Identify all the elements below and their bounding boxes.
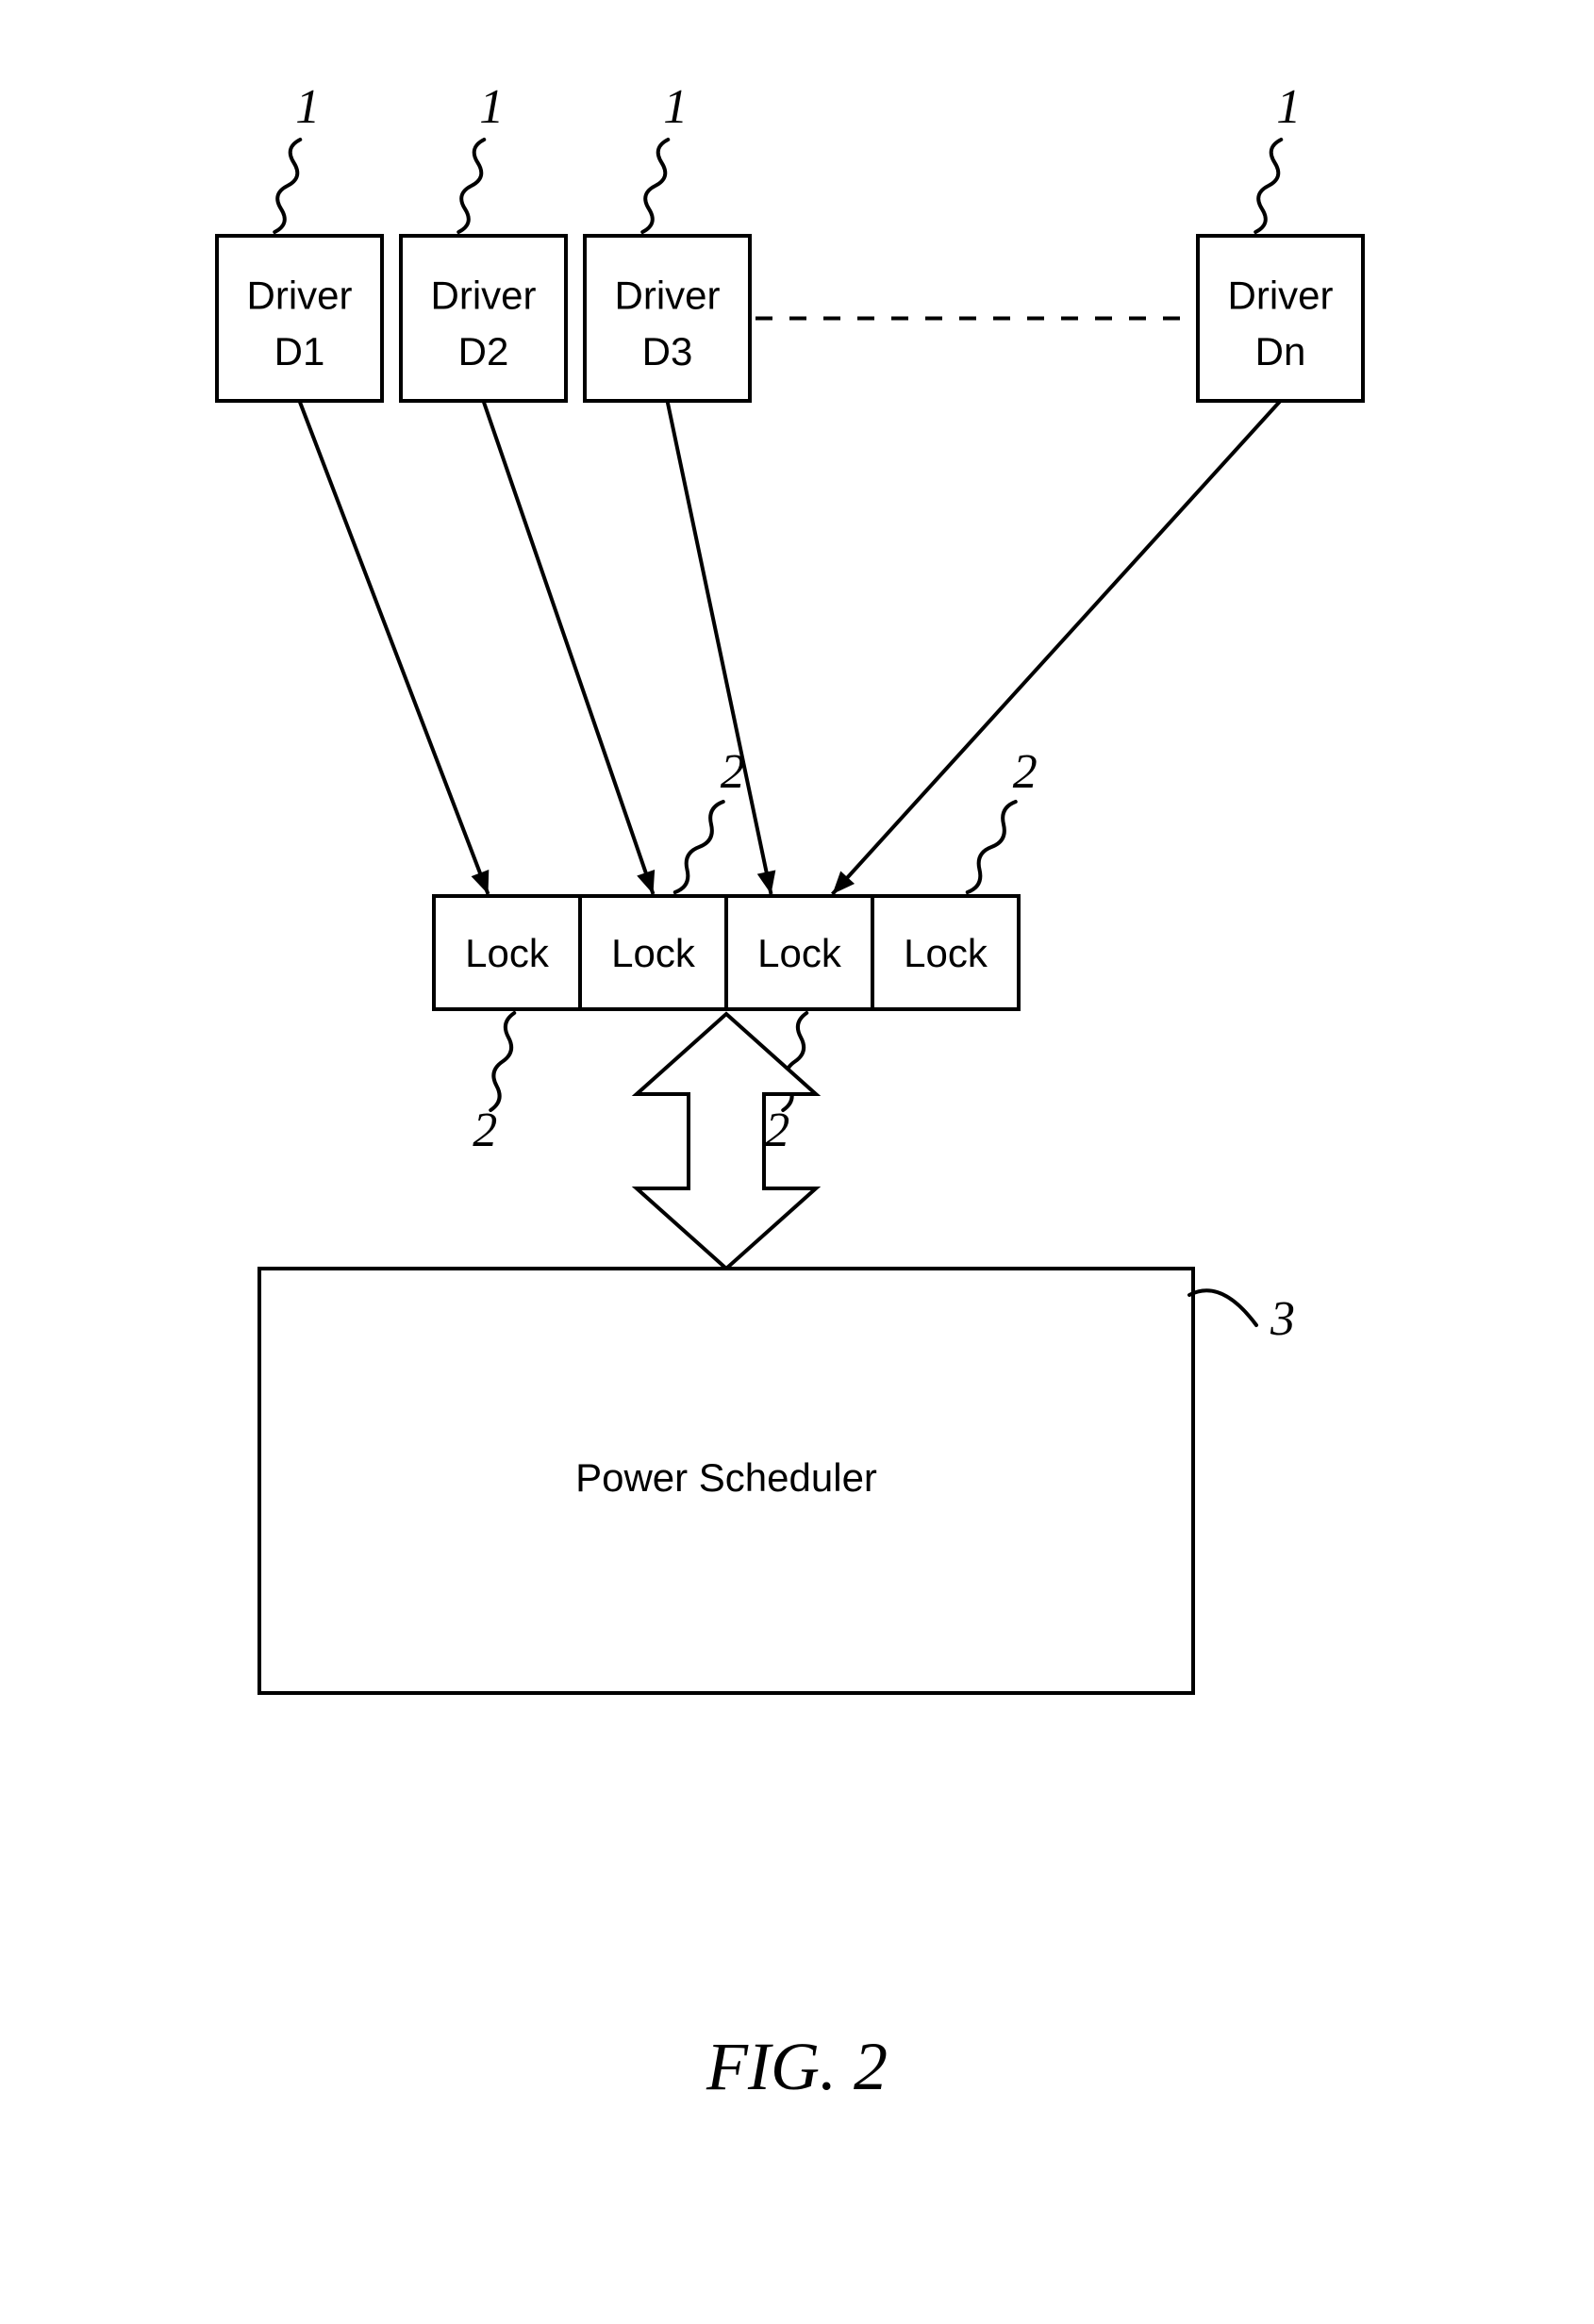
callout-numeral: 1	[1276, 80, 1301, 134]
arrow-d2-to-lock	[484, 401, 654, 894]
callout-lead	[642, 140, 668, 232]
lock-label: Lock	[757, 931, 842, 975]
power-scheduler-label: Power Scheduler	[575, 1455, 877, 1500]
driver-box-dn	[1198, 236, 1363, 401]
driver-box-d1	[217, 236, 382, 401]
diagram-canvas: Driver D1 1 Driver D2 1 Driver D3 1 Driver Dn 1 Lock…	[0, 0, 1594, 2324]
arrow-dn-to-lock	[833, 401, 1281, 894]
arrow-d3-to-lock	[668, 401, 772, 894]
lock-label: Lock	[904, 931, 988, 975]
callout-numeral: 1	[663, 80, 688, 134]
driver-label-line2: D1	[274, 329, 325, 374]
arrow-d1-to-lock	[300, 401, 489, 894]
driver-label-line1: Driver	[431, 274, 537, 318]
driver-box-d3	[585, 236, 750, 401]
callout-numeral: 1	[479, 80, 504, 134]
callout-lead	[274, 140, 300, 232]
lock-label: Lock	[611, 931, 696, 975]
driver-label-line1: Driver	[1228, 274, 1334, 318]
callout-lead	[968, 802, 1016, 892]
driver-label-line2: D3	[642, 329, 693, 374]
figure-label: FIG. 2	[706, 2029, 888, 2104]
callout-numeral: 2	[765, 1104, 789, 1157]
driver-label-line1: Driver	[615, 274, 721, 318]
driver-label-line2: Dn	[1255, 329, 1306, 374]
callout-lead	[1255, 140, 1281, 232]
callout-lead	[675, 802, 723, 892]
callout-lead	[1189, 1290, 1256, 1325]
callout-numeral: 1	[295, 80, 320, 134]
callout-lead	[490, 1013, 514, 1110]
callout-lead	[458, 140, 484, 232]
driver-label-line1: Driver	[247, 274, 353, 318]
callout-numeral: 2	[473, 1104, 497, 1157]
driver-box-d2	[401, 236, 566, 401]
driver-label-line2: D2	[458, 329, 509, 374]
callout-numeral: 3	[1270, 1292, 1295, 1346]
callout-numeral: 2	[1013, 745, 1038, 799]
lock-label: Lock	[465, 931, 550, 975]
